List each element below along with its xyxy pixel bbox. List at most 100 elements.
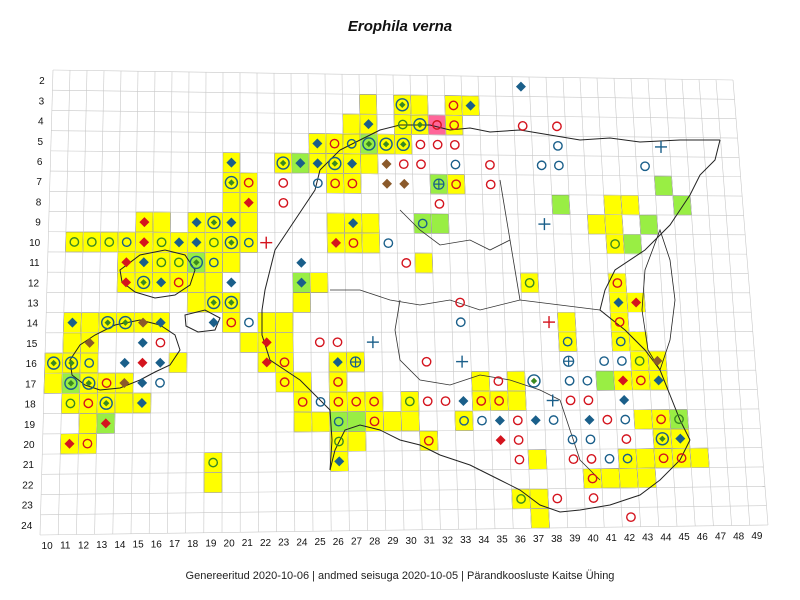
observation-marker	[613, 297, 624, 308]
observation-marker	[530, 415, 541, 426]
column-label: 34	[478, 535, 490, 546]
observation-marker	[137, 337, 148, 348]
column-label: 19	[205, 539, 217, 550]
observation-marker	[485, 159, 495, 170]
observation-marker	[119, 357, 130, 368]
occupied-cell	[520, 272, 540, 293]
observation-marker	[653, 375, 664, 386]
observation-marker	[599, 356, 610, 366]
observation-marker	[675, 433, 686, 444]
observation-marker	[244, 317, 254, 328]
observation-marker	[99, 396, 113, 410]
observation-marker	[433, 178, 445, 190]
observation-marker	[332, 357, 343, 368]
row-label: 4	[38, 117, 44, 128]
column-label: 37	[533, 534, 545, 545]
observation-marker	[423, 435, 434, 446]
occupied-cell	[653, 448, 674, 469]
observation-marker	[366, 336, 379, 349]
occupied-cell	[558, 331, 578, 352]
occupied-cell	[653, 175, 674, 196]
grid-line-horizontal	[43, 389, 758, 394]
occupied-cell	[222, 252, 241, 273]
observation-marker	[383, 238, 394, 249]
occupied-cell	[410, 94, 429, 116]
observation-marker	[136, 397, 147, 408]
coastline-northeast	[599, 139, 721, 441]
row-label: 22	[22, 480, 34, 491]
observation-marker	[82, 376, 96, 390]
observation-marker	[86, 237, 97, 247]
observation-marker	[208, 317, 219, 328]
occupied-cell	[444, 114, 464, 136]
observation-marker	[330, 178, 341, 189]
occupied-cell	[529, 488, 550, 509]
observation-marker	[279, 377, 290, 388]
observation-marker	[243, 237, 254, 248]
island-hiiumaa	[119, 249, 196, 299]
observation-marker	[138, 317, 149, 328]
occupied-cell	[631, 370, 651, 391]
map-footer: Genereeritud 2020-10-06 | andmed seisuga…	[185, 570, 615, 582]
observation-marker	[296, 257, 307, 268]
occupied-cell	[618, 467, 639, 489]
column-label: 25	[315, 537, 327, 548]
observation-marker	[334, 436, 344, 447]
column-label: 49	[751, 531, 763, 542]
observation-marker	[100, 418, 111, 429]
observation-marker	[333, 416, 344, 427]
row-label: 24	[21, 521, 33, 532]
grid-line-horizontal	[51, 110, 737, 119]
observation-marker	[173, 257, 184, 268]
occupied-cell	[557, 311, 577, 333]
row-label: 8	[36, 197, 42, 208]
occupied-cell	[419, 430, 439, 452]
occupied-cell	[79, 352, 99, 374]
occupied-cell	[400, 391, 420, 412]
observation-marker	[459, 415, 469, 426]
occupied-cell	[328, 371, 348, 393]
occupied-cell	[222, 312, 241, 333]
observation-marker	[658, 453, 669, 464]
observation-marker	[615, 336, 626, 347]
observation-marker	[584, 414, 595, 425]
observation-marker	[156, 277, 167, 288]
observation-marker	[224, 295, 239, 310]
observation-marker	[553, 160, 564, 171]
grid-line-vertical	[409, 75, 423, 530]
observation-marker	[189, 255, 204, 270]
observation-marker	[465, 100, 476, 111]
occupied-cell	[620, 194, 640, 216]
observation-marker	[278, 197, 289, 208]
occupied-cell	[489, 390, 509, 412]
observation-marker	[527, 374, 541, 388]
grid-line-horizontal	[51, 130, 738, 139]
grid-line-vertical	[375, 74, 387, 531]
occupied-cell	[628, 331, 649, 352]
observation-marker	[588, 493, 599, 503]
observation-marker	[568, 454, 579, 465]
column-label: 12	[78, 540, 90, 551]
lake-peipsi	[641, 228, 676, 371]
observation-marker	[312, 178, 323, 189]
column-label: 18	[187, 539, 199, 550]
occupied-cell	[470, 371, 491, 392]
occupied-cell	[275, 332, 294, 353]
observation-marker	[565, 395, 576, 406]
grid-line-vertical	[130, 71, 139, 534]
column-label: 32	[442, 535, 454, 546]
occupied-cell	[605, 233, 625, 255]
grid-line-vertical	[596, 77, 623, 528]
occupied-cell	[43, 372, 63, 394]
observation-marker	[101, 315, 115, 330]
observation-marker	[138, 257, 149, 268]
observation-marker	[564, 375, 575, 386]
observation-marker	[652, 355, 663, 366]
grid-line-horizontal	[45, 331, 753, 334]
occupied-cell	[65, 231, 84, 253]
coastline-north	[319, 124, 720, 171]
grid-line-vertical	[545, 77, 569, 528]
row-label: 11	[29, 258, 40, 269]
occupied-cell	[603, 194, 623, 216]
